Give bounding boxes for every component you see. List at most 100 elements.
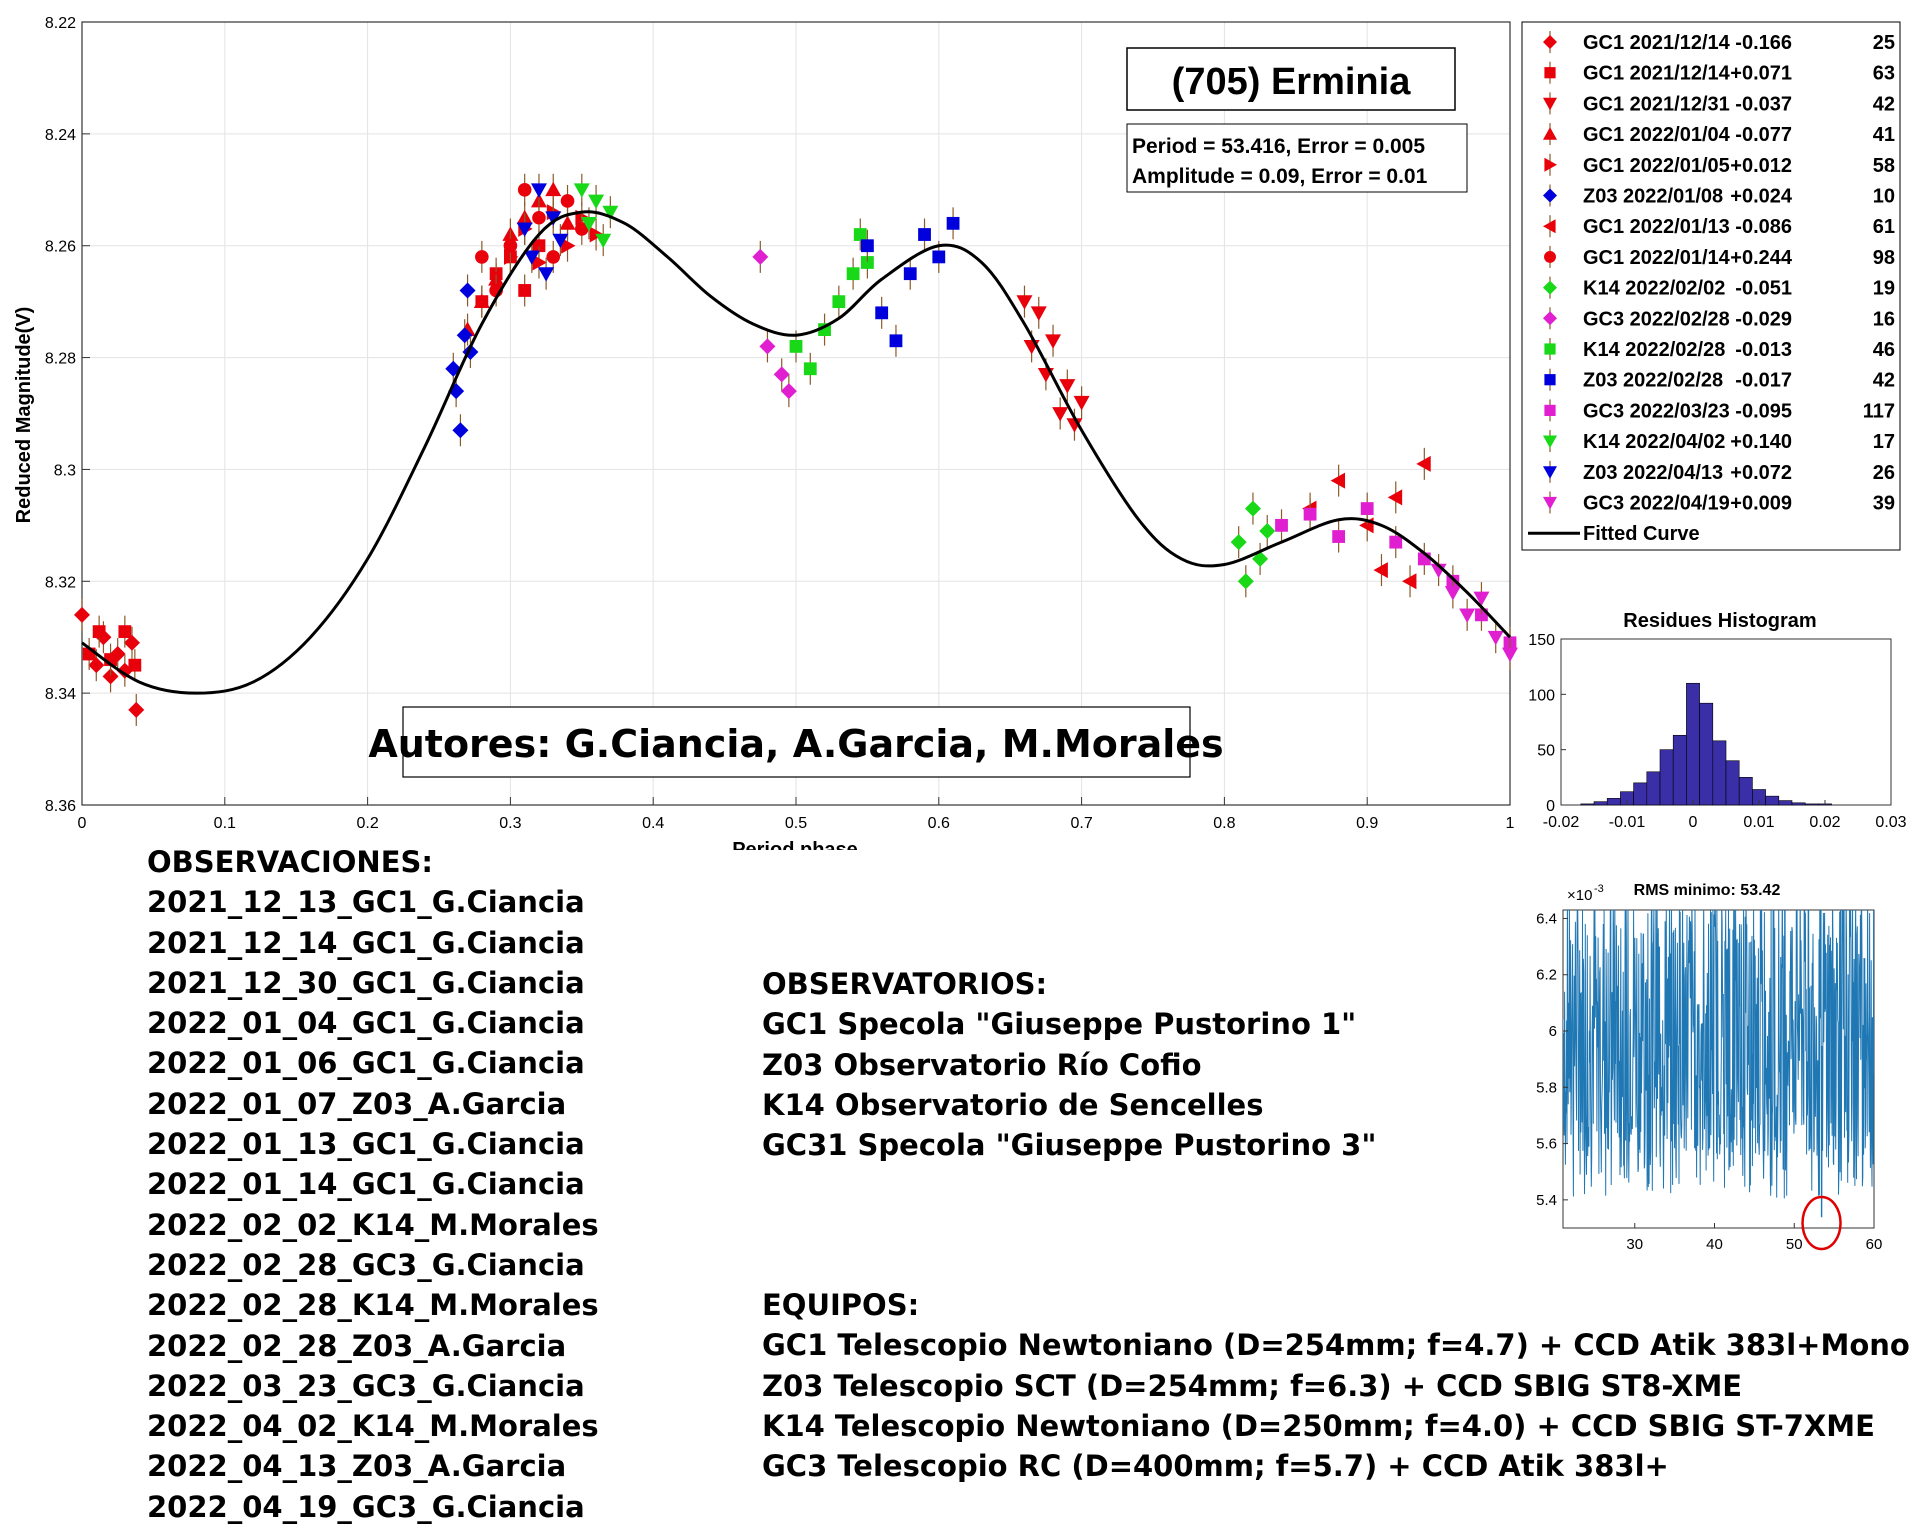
observatories-title: OBSERVATORIOS: xyxy=(762,967,1048,1001)
legend-count: 10 xyxy=(1873,186,1895,208)
equipment-item: GC1 Telescopio Newtoniano (D=254mm; f=4.… xyxy=(762,1328,1910,1363)
data-point xyxy=(832,295,846,309)
legend-marker xyxy=(1543,97,1557,111)
data-point xyxy=(1459,608,1476,623)
histogram-bar xyxy=(1765,795,1780,806)
legend-series-name: GC1 2022/01/14 xyxy=(1583,247,1731,269)
observatory-item: GC31 Specola "Giuseppe Pustorino 3" xyxy=(762,1128,1377,1163)
data-point xyxy=(889,334,903,348)
legend-offset: -0.037 xyxy=(1735,93,1792,115)
observation-item: 2022_01_14_GC1_G.Ciancia xyxy=(147,1167,585,1202)
data-point xyxy=(875,306,889,320)
data-point xyxy=(538,267,555,282)
legend-series-name: K14 2022/02/28 xyxy=(1583,339,1725,361)
legend-offset: -0.029 xyxy=(1735,308,1792,330)
hist-x-tick-label: -0.01 xyxy=(1609,814,1646,831)
hist-x-tick-label: 0.01 xyxy=(1743,814,1774,831)
rms-y-tick-label: 5.4 xyxy=(1536,1192,1557,1209)
legend-offset: -0.017 xyxy=(1735,370,1792,392)
data-point xyxy=(102,668,119,685)
rms-y-tick-label: 5.6 xyxy=(1536,1136,1557,1153)
rms-minimum-circle xyxy=(1801,1195,1842,1251)
histogram-bar xyxy=(1659,749,1674,806)
data-point xyxy=(773,366,790,383)
observation-item: 2022_04_19_GC3_G.Ciancia xyxy=(147,1489,585,1524)
data-point xyxy=(1373,562,1388,579)
data-point xyxy=(1252,550,1269,567)
observation-item: 2022_03_23_GC3_G.Ciancia xyxy=(147,1368,585,1403)
period-text: Period = 53.416, Error = 0.005 xyxy=(1132,135,1425,158)
legend-series-name: Z03 2022/02/28 xyxy=(1583,370,1723,392)
legend-marker xyxy=(1543,219,1556,234)
data-point xyxy=(1237,573,1254,590)
legend-count: 41 xyxy=(1873,124,1895,146)
data-point xyxy=(74,606,90,623)
data-point xyxy=(452,422,469,439)
observation-item: 2021_12_14_GC1_G.Ciancia xyxy=(147,925,585,960)
equipment-item: GC3 Telescopio RC (D=400mm; f=5.7) + CCD… xyxy=(762,1449,1669,1484)
data-point xyxy=(123,634,140,651)
legend-series-name: Z03 2022/01/08 xyxy=(1583,186,1723,208)
observation-item: 2022_02_28_GC3_G.Ciancia xyxy=(147,1247,585,1282)
equipment-list: EQUIPOS: GC1 Telescopio Newtoniano (D=25… xyxy=(762,1285,1910,1486)
data-point xyxy=(532,210,546,225)
x-tick-label: 0.5 xyxy=(785,815,807,832)
equipment-title: EQUIPOS: xyxy=(762,1288,920,1322)
x-tick-label: 0.1 xyxy=(214,815,236,832)
observation-item: 2022_02_02_K14_M.Morales xyxy=(147,1207,599,1242)
data-point xyxy=(595,233,612,249)
histogram-bar xyxy=(1606,798,1621,806)
data-point xyxy=(118,625,132,639)
data-point xyxy=(559,215,576,230)
hist-y-tick-label: 50 xyxy=(1537,743,1555,760)
legend-series-name: GC1 2021/12/14 xyxy=(1583,63,1731,85)
observation-item: 2021_12_30_GC1_G.Ciancia xyxy=(147,965,585,1000)
observation-item: 2022_01_04_GC1_G.Ciancia xyxy=(147,1006,585,1041)
legend-count: 17 xyxy=(1873,431,1895,453)
data-point xyxy=(903,267,917,281)
residues-histogram: -0.02 -0.01 0 0.01 0.02 0.03 0 50 100 150 xyxy=(1528,632,1906,831)
rms-y-tick-label: 5.8 xyxy=(1536,1079,1557,1096)
legend-count: 98 xyxy=(1873,247,1895,269)
data-point xyxy=(516,222,533,237)
legend-series-name: Z03 2022/04/13 xyxy=(1583,462,1723,484)
y-tick-label: 8.24 xyxy=(45,127,76,144)
x-tick-label: 0.7 xyxy=(1070,815,1092,832)
observation-item: 2022_02_28_K14_M.Morales xyxy=(147,1288,599,1323)
hist-y-tick-label: 150 xyxy=(1528,632,1555,649)
legend-series-name: GC1 2022/01/05 xyxy=(1583,155,1730,177)
observation-item: 2022_01_13_GC1_G.Ciancia xyxy=(147,1127,585,1162)
x-tick-label: 0.4 xyxy=(642,815,664,832)
data-point xyxy=(752,248,769,265)
data-point xyxy=(1389,535,1403,549)
data-point xyxy=(530,183,547,198)
rms-x-tick-label: 40 xyxy=(1706,1236,1723,1253)
main-chart-axes: 0 0.1 0.2 0.3 0.4 0.5 0.6 0.7 0.8 0.9 1 8.22 8.24 8.2… xyxy=(45,15,1515,832)
equipment-item: K14 Telescopio Newtoniano (D=250mm; f=4.… xyxy=(762,1408,1875,1443)
data-point xyxy=(1416,455,1431,472)
amplitude-text: Amplitude = 0.09, Error = 0.01 xyxy=(1132,165,1428,188)
histogram-bar xyxy=(1593,801,1608,806)
legend-count: 46 xyxy=(1873,339,1895,361)
data-point xyxy=(1444,586,1461,601)
legend-marker xyxy=(1544,67,1556,79)
data-point xyxy=(861,256,874,269)
y-tick-label: 8.28 xyxy=(45,351,76,368)
legend-offset: -0.013 xyxy=(1735,339,1792,361)
data-point xyxy=(459,282,476,299)
data-point xyxy=(1332,530,1346,543)
rms-x-tick-label: 60 xyxy=(1866,1236,1882,1253)
rms-exponent: -3 xyxy=(1594,883,1604,895)
legend-count: 42 xyxy=(1873,93,1895,115)
x-tick-label: 0.3 xyxy=(499,815,521,832)
legend-series-name: K14 2022/04/02 xyxy=(1583,431,1725,453)
data-point xyxy=(580,216,597,232)
legend-marker xyxy=(1543,435,1557,449)
data-point xyxy=(789,339,803,353)
legend-marker xyxy=(1544,250,1556,263)
data-point xyxy=(475,250,489,264)
rms-x-tick-label: 30 xyxy=(1626,1236,1643,1253)
data-point xyxy=(1259,522,1276,539)
legend-offset: +0.140 xyxy=(1730,431,1792,453)
legend-count: 61 xyxy=(1873,216,1895,238)
